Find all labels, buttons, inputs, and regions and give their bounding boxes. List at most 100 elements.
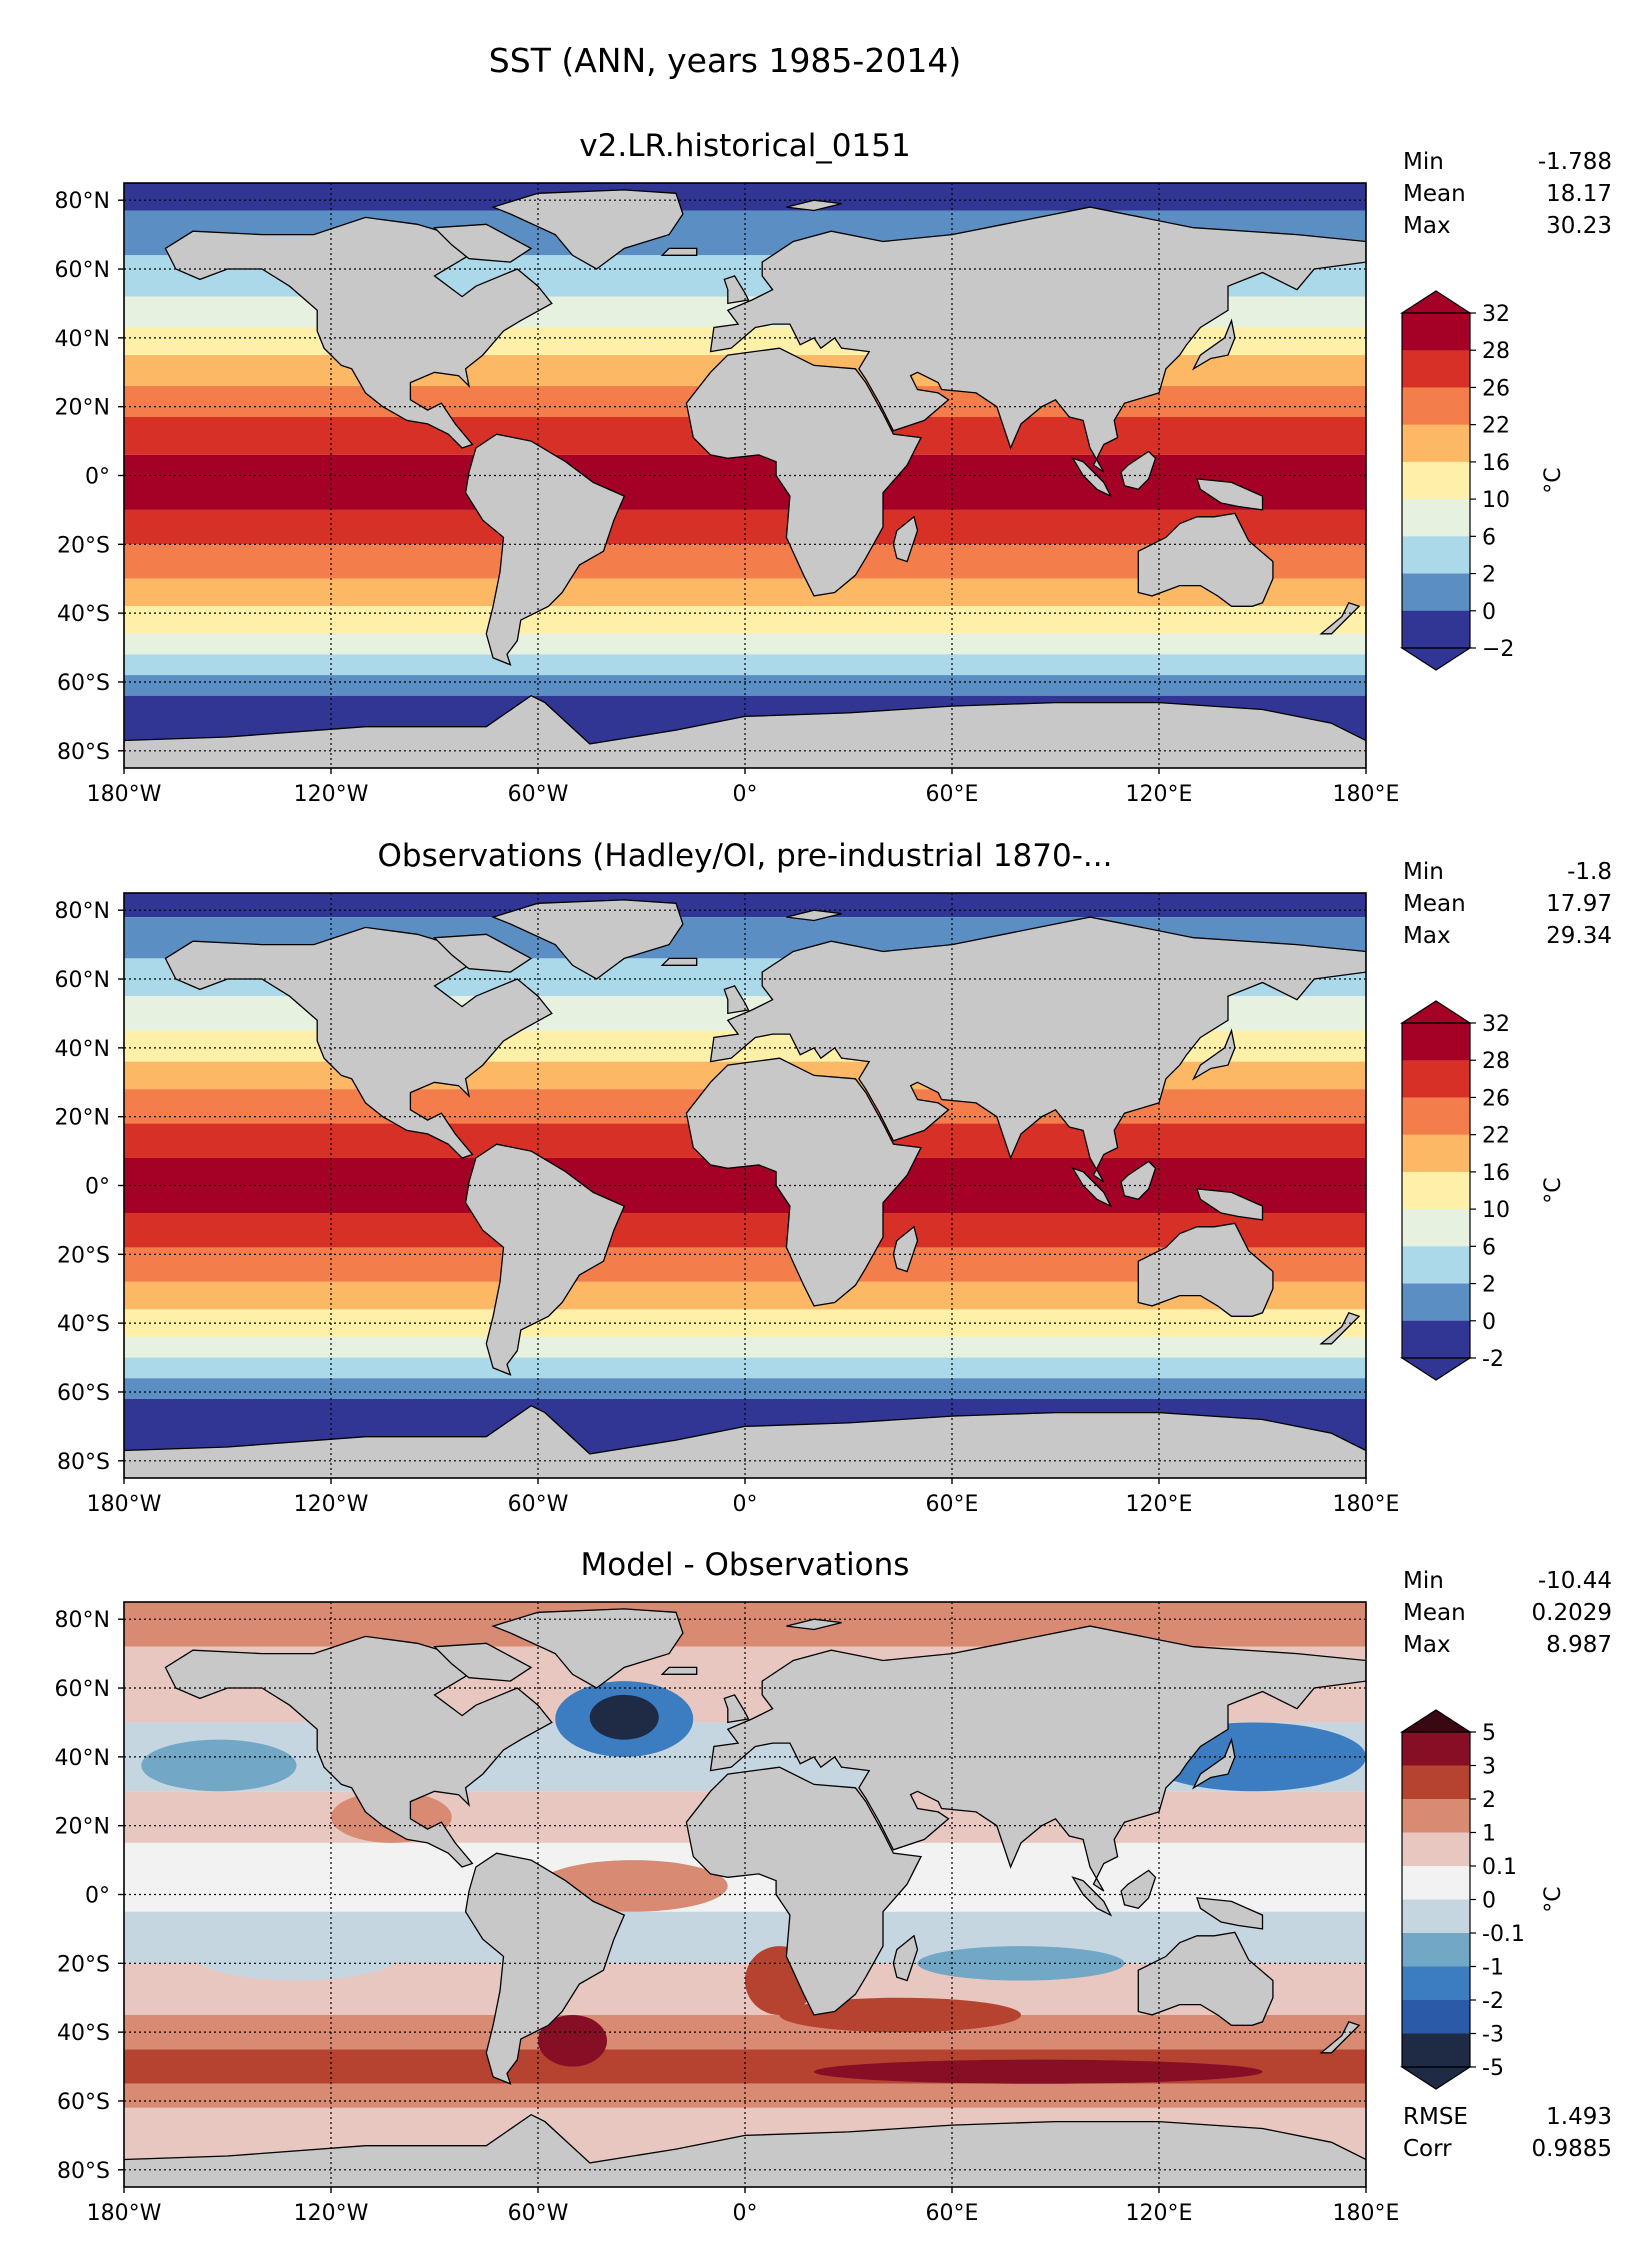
x-tick-label: 120°E — [1126, 1492, 1193, 1517]
land-new-guinea — [1196, 478, 1264, 511]
land-madagascar — [892, 1225, 919, 1273]
y-tick-label: 0° — [85, 1175, 110, 1200]
y-tick-label: 40°S — [57, 2021, 110, 2046]
land-australia — [1137, 1222, 1274, 1317]
colorbar-segment — [1402, 1171, 1470, 1210]
colorbar-tick-label: −2 — [1482, 637, 1514, 662]
colorbar-tick-label: 16 — [1482, 1161, 1510, 1186]
land-north-america — [164, 1635, 553, 1868]
y-tick-label: 40°N — [55, 1746, 110, 1771]
land-new-guinea — [1196, 1188, 1264, 1221]
figure-suptitle: SST (ANN, years 1985-2014) — [489, 41, 961, 80]
land-sumatra — [1071, 457, 1113, 498]
ocean-band — [124, 183, 1366, 211]
x-tick-label: 180°W — [87, 1492, 162, 1517]
y-tick-label: 40°N — [55, 327, 110, 352]
colorbar-extend-min — [1399, 1357, 1473, 1381]
y-tick-label: 20°N — [55, 1815, 110, 1840]
colorbar-extend-max — [1399, 1709, 1473, 1733]
land-sumatra — [1071, 1876, 1113, 1917]
colorbar-segment — [1402, 1060, 1470, 1098]
colorbar-segment — [1402, 461, 1470, 500]
y-tick-label: 40°N — [55, 1037, 110, 1062]
stat-label: Min — [1403, 149, 1444, 175]
colorbar-tick-label: 26 — [1482, 1086, 1510, 1111]
colorbar-segment — [1402, 1799, 1470, 1833]
stat-label: Min — [1403, 859, 1444, 885]
colorbar-segment — [1402, 536, 1470, 575]
stat-label: Max — [1403, 923, 1451, 949]
land-japan — [1191, 1737, 1236, 1790]
stat-label: Mean — [1403, 1600, 1466, 1626]
land-greenland — [491, 899, 684, 980]
x-tick-label: 180°E — [1333, 782, 1400, 807]
map-field-panel-1 — [124, 183, 1366, 768]
stat-label: Max — [1403, 213, 1451, 239]
colorbar-tick-label: -3 — [1482, 2023, 1504, 2048]
y-tick-label: 20°S — [57, 533, 110, 558]
land-japan — [1191, 1028, 1236, 1081]
stat-label: Corr — [1403, 2136, 1452, 2162]
land-greenland — [491, 1608, 684, 1689]
colorbar-segment — [1402, 573, 1470, 612]
ocean-band — [124, 675, 1366, 696]
stat-value: 18.17 — [1546, 181, 1612, 207]
land-borneo — [1120, 450, 1157, 491]
y-tick-label: 0° — [85, 465, 110, 490]
y-tick-label: 60°S — [57, 671, 110, 696]
colorbar-unit-label: °C — [1541, 1177, 1566, 1203]
colorbar-segment — [1402, 313, 1470, 351]
land-north-america — [164, 216, 553, 449]
colorbar-segment — [1402, 499, 1470, 537]
colorbar-tick-label: 2 — [1482, 1273, 1496, 1298]
colorbar-tick-label: -1 — [1482, 1956, 1504, 1981]
colorbar-tick-label: 2 — [1482, 1788, 1496, 1813]
colorbar-segment — [1402, 2033, 1470, 2068]
colorbar-tick-label: 1 — [1482, 1822, 1496, 1847]
stat-label: Mean — [1403, 181, 1466, 207]
colorbar-tick-label: 32 — [1482, 302, 1510, 327]
land-south-america — [464, 1143, 626, 1376]
colorbar-tick-label: 32 — [1482, 1012, 1510, 1037]
x-tick-label: 60°E — [926, 1492, 979, 1517]
y-tick-label: 60°N — [55, 968, 110, 993]
land-uk — [723, 1694, 750, 1724]
anomaly-patch — [589, 1694, 659, 1740]
stat-value: 17.97 — [1546, 891, 1612, 917]
land-south-america — [464, 433, 626, 666]
stat-value: 29.34 — [1546, 923, 1612, 949]
panel-title: v2.LR.historical_0151 — [579, 128, 910, 164]
stat-label: Min — [1403, 1568, 1444, 1594]
colorbar-tick-label: 22 — [1482, 414, 1510, 439]
colorbar-tick-label: 10 — [1482, 488, 1510, 513]
ocean-band — [124, 1336, 1366, 1358]
land-iceland — [660, 247, 698, 256]
colorbar-tick-label: -2 — [1482, 1989, 1504, 2014]
land-iceland — [660, 1666, 698, 1675]
y-tick-label: 60°S — [57, 1381, 110, 1406]
colorbar-segment — [1402, 1765, 1470, 1800]
land-madagascar — [892, 515, 919, 563]
colorbar-extend-max — [1399, 1000, 1473, 1024]
colorbar-tick-label: 10 — [1482, 1198, 1510, 1223]
colorbar-tick-label: 16 — [1482, 451, 1510, 476]
colorbar-segment — [1402, 2000, 1470, 2034]
x-tick-label: 0° — [733, 1492, 758, 1517]
x-tick-label: 60°E — [926, 782, 979, 807]
anomaly-patch — [141, 1739, 297, 1792]
y-tick-label: 80°S — [57, 2159, 110, 2184]
x-tick-label: 120°W — [294, 2201, 369, 2226]
panel-title: Observations (Hadley/OI, pre-industrial … — [378, 838, 1113, 874]
x-tick-label: 60°W — [508, 782, 569, 807]
y-tick-label: 0° — [85, 1884, 110, 1909]
colorbar-frame — [1401, 312, 1471, 649]
panel-title: Model - Observations — [581, 1547, 910, 1583]
colorbar-segment — [1402, 1209, 1470, 1247]
colorbar-tick-label: -0.1 — [1482, 1922, 1525, 1947]
land-japan — [1191, 318, 1236, 371]
land-svalbard — [786, 199, 842, 212]
anomaly-patch — [538, 2014, 607, 2067]
map-field-panel-3 — [124, 1602, 1366, 2187]
land-australia — [1137, 1931, 1274, 2026]
colorbar-extend-min — [1399, 2066, 1473, 2090]
